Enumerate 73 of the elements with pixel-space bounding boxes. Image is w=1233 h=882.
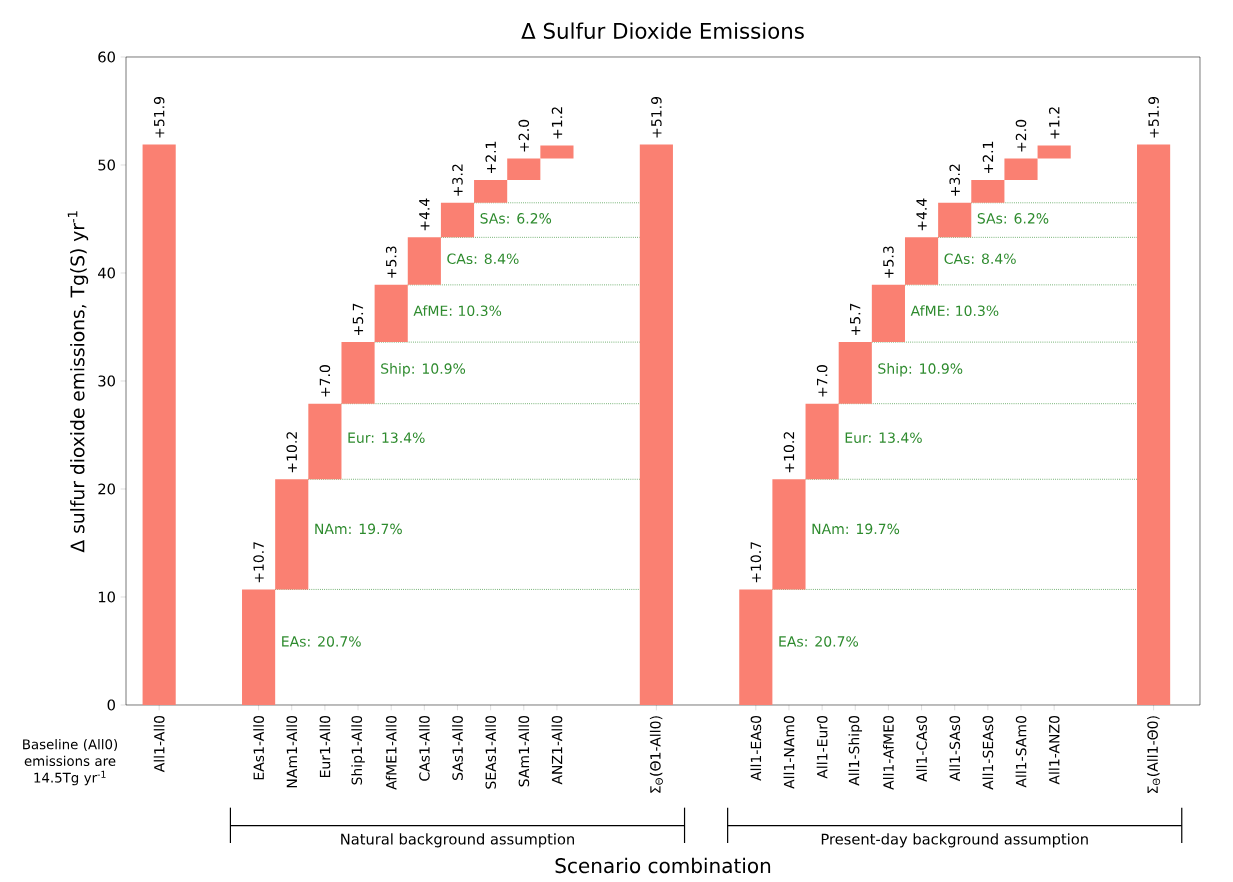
chart-title: Δ Sulfur Dioxide Emissions	[521, 22, 804, 39]
x-tick-label: All1-CAs0	[916, 715, 927, 782]
y-tick-label: 20	[98, 483, 115, 495]
annotation: EAs: 20.7%	[779, 636, 859, 647]
y-tick-label: 30	[98, 375, 115, 387]
data-label: +2.1	[982, 141, 994, 174]
data-label: +10.7	[253, 542, 264, 583]
x-tick-label: SEAs1-All0	[485, 715, 497, 789]
x-tick-label: EAs1-All0	[253, 715, 265, 780]
y-tick-label: 40	[98, 267, 115, 279]
data-label: +2.0	[1015, 119, 1027, 152]
annotation: Ship: 10.9%	[381, 363, 466, 377]
x-tick-label: All1-Eur0	[816, 715, 828, 779]
x-tick-label: AfME1-All0	[385, 715, 397, 790]
annotation: NAm: 19.7%	[812, 523, 900, 535]
annotation: EAs: 20.7%	[282, 636, 361, 647]
annotation: AfME: 10.3%	[910, 305, 999, 317]
data-label: +51.9	[153, 96, 165, 138]
x-tick-label: All1-AfME0	[883, 715, 894, 790]
text: Present-day background assumption	[821, 833, 1088, 848]
y-axis-title: Δ sulfur dioxide emissions, Tg(S) yr$^{-1}$	[67, 211, 89, 553]
x-tick-label: All1-ANZ0	[1048, 715, 1060, 785]
data-label: +5.7	[352, 303, 364, 336]
data-label: +51.9	[1148, 96, 1159, 138]
x-tick-label: All1-NAm0	[783, 715, 795, 789]
data-label: +4.4	[916, 198, 927, 231]
x-tick-label: All1-Ship0	[848, 715, 863, 786]
data-label: +1.2	[551, 107, 563, 139]
data-label: +3.2	[452, 164, 463, 196]
x-tick-label: NAm1-All0	[286, 715, 298, 788]
x-tick-label: SAm1-All0	[518, 715, 530, 787]
data-label: +51.9	[651, 96, 662, 138]
y-tick-label: 0	[107, 699, 115, 711]
annotation: SAs: 6.2%	[977, 213, 1049, 224]
annotation: CAs: 8.4%	[944, 253, 1016, 265]
x-tick-label: Ship1-All0	[351, 715, 365, 785]
data-label: +2.1	[485, 141, 496, 174]
data-label: +3.2	[949, 164, 960, 196]
x-tick-label: All1-SAs0	[949, 715, 961, 782]
data-label: +5.3	[883, 246, 894, 278]
data-label: +4.4	[419, 198, 430, 231]
y-tick-label: 50	[98, 159, 115, 171]
annotation: Eur: 13.4%	[348, 432, 425, 443]
annotation: Eur: 13.4%	[845, 432, 922, 443]
annotation: Ship: 10.9%	[878, 363, 963, 377]
data-label: +2.0	[518, 119, 530, 152]
annotation: AfME: 10.3%	[413, 305, 502, 317]
text: Natural background assumption	[341, 833, 574, 848]
x-tick-label: SAs1-All0	[452, 715, 463, 781]
x-tick-label: Eur1-All0	[319, 715, 331, 778]
y-tick-label: 10	[98, 591, 115, 603]
x-tick-label: All1-SEAs0	[982, 715, 994, 790]
data-label: +10.2	[783, 432, 795, 473]
x-axis-title: Scenario combination	[555, 857, 771, 874]
x-tick-label: ANZ1-All0	[551, 715, 563, 785]
data-label: +10.2	[286, 432, 298, 473]
data-label: +7.0	[816, 365, 828, 397]
data-label: +5.7	[850, 303, 861, 336]
x-tick-label: Σ$_{Θ}$(Θ1-All0)	[649, 716, 663, 793]
data-label: +5.3	[385, 246, 397, 278]
data-label: +10.7	[750, 542, 762, 583]
data-label: +1.2	[1048, 107, 1060, 139]
annotation: SAs: 6.2%	[480, 213, 552, 224]
x-tick-label: All1-All0	[153, 715, 165, 773]
x-tick-label: All1-SAm0	[1015, 715, 1027, 788]
data-label: +7.0	[319, 365, 331, 397]
annotation: CAs: 8.4%	[447, 253, 519, 265]
x-tick-label: All1-EAs0	[750, 715, 762, 781]
annotation: NAm: 19.7%	[315, 523, 402, 535]
text: Baseline (All0) emissions are 14.5Tg yr$^{-1}$	[23, 739, 118, 786]
x-tick-label: CAs1-All0	[418, 715, 430, 781]
y-tick-label: 60	[98, 51, 115, 63]
x-tick-label: Σ$_{Θ}$(All1-Θ0)	[1147, 716, 1161, 794]
